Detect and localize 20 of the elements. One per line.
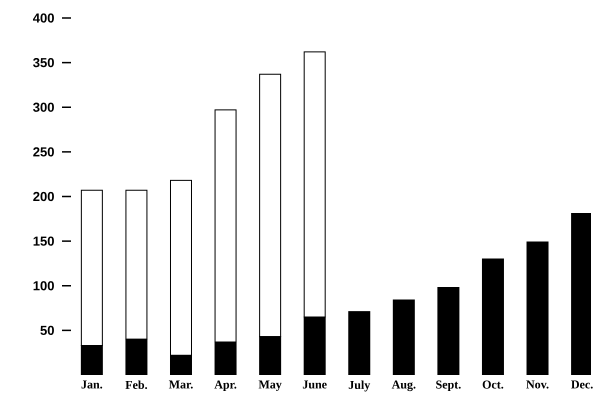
y-tick-label: 150 — [34, 236, 54, 246]
y-tick-label: 300 — [33, 102, 54, 112]
x-tick-label: Nov. — [526, 380, 549, 389]
y-tick-label: 200 — [33, 192, 54, 202]
x-tick-label: Feb. — [125, 380, 148, 390]
x-tick-label: Aug. — [392, 380, 416, 392]
y-tick-label: 400 — [32, 13, 54, 23]
y-tick-label: 350 — [33, 58, 54, 68]
x-tick-label: Apr. — [214, 380, 236, 392]
x-tick-label: Oct. — [482, 380, 504, 389]
y-tick-label: 50 — [40, 326, 54, 335]
y-tick-label: 250 — [33, 147, 54, 156]
x-tick-label: Dec. — [571, 380, 593, 389]
x-tick-label: Jan. — [82, 380, 102, 389]
x-tick-label: May — [258, 380, 282, 391]
x-tick-label: July — [348, 380, 370, 392]
x-tick-label: Sept. — [436, 380, 461, 392]
x-tick-label: June — [302, 380, 327, 389]
x-tick-label: Mar. — [168, 380, 193, 389]
y-tick-label: 100 — [34, 281, 54, 290]
